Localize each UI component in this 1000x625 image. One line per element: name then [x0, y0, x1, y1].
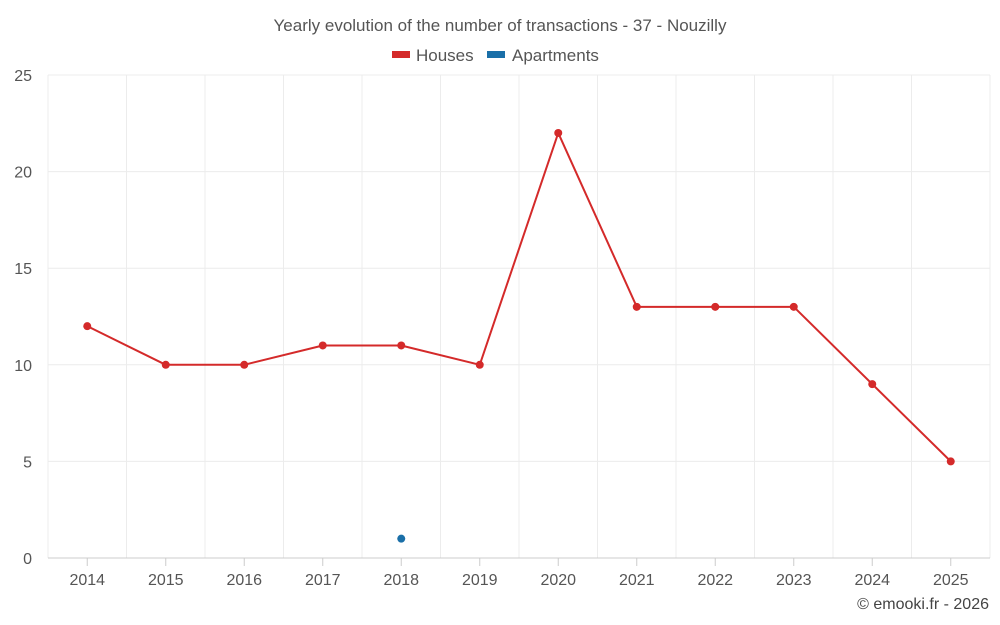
x-tick-label: 2025 — [933, 572, 969, 589]
data-point-houses-2014[interactable] — [83, 322, 92, 331]
credit-text: © emooki.fr - 2026 — [857, 596, 989, 613]
x-tick-label: 2020 — [540, 572, 576, 589]
legend-label-apartments[interactable]: Apartments — [512, 46, 599, 65]
y-tick-label: 20 — [14, 165, 32, 182]
legend: Houses Apartments — [392, 46, 599, 65]
x-tick-label: 2024 — [854, 572, 890, 589]
legend-swatch-apartments — [487, 51, 505, 58]
data-point-houses-2017[interactable] — [318, 341, 327, 350]
data-point-houses-2025[interactable] — [946, 457, 955, 466]
data-point-houses-2024[interactable] — [868, 380, 877, 389]
chart-title: Yearly evolution of the number of transa… — [274, 16, 727, 35]
y-tick-label: 5 — [23, 454, 32, 471]
y-tick-label: 15 — [14, 261, 32, 278]
series-houses — [83, 128, 955, 466]
data-point-houses-2023[interactable] — [789, 302, 798, 311]
x-tick-label: 2014 — [69, 572, 105, 589]
x-tick-label: 2022 — [697, 572, 733, 589]
legend-label-houses[interactable]: Houses — [416, 46, 474, 65]
x-tick-label: 2016 — [226, 572, 262, 589]
y-tick-label: 10 — [14, 358, 32, 375]
data-point-houses-2020[interactable] — [554, 128, 563, 137]
data-point-apartments-2018[interactable] — [397, 534, 406, 543]
x-tick-label: 2021 — [619, 572, 655, 589]
legend-swatch-houses — [392, 51, 410, 58]
y-tick-label: 0 — [23, 551, 32, 568]
x-tick-label: 2015 — [148, 572, 184, 589]
series-apartments — [397, 534, 406, 543]
x-tick-label: 2023 — [776, 572, 812, 589]
x-tick-label: 2018 — [383, 572, 419, 589]
series-line-houses — [86, 131, 952, 463]
data-point-houses-2021[interactable] — [632, 302, 641, 311]
data-point-houses-2019[interactable] — [475, 360, 484, 369]
data-point-houses-2016[interactable] — [240, 360, 249, 369]
grid — [47, 74, 991, 558]
data-point-houses-2022[interactable] — [711, 302, 720, 311]
x-tick-label: 2019 — [462, 572, 498, 589]
x-tick-label: 2017 — [305, 572, 341, 589]
series — [83, 128, 955, 543]
data-point-houses-2018[interactable] — [397, 341, 406, 350]
data-point-houses-2015[interactable] — [161, 360, 170, 369]
y-tick-label: 25 — [14, 68, 32, 85]
